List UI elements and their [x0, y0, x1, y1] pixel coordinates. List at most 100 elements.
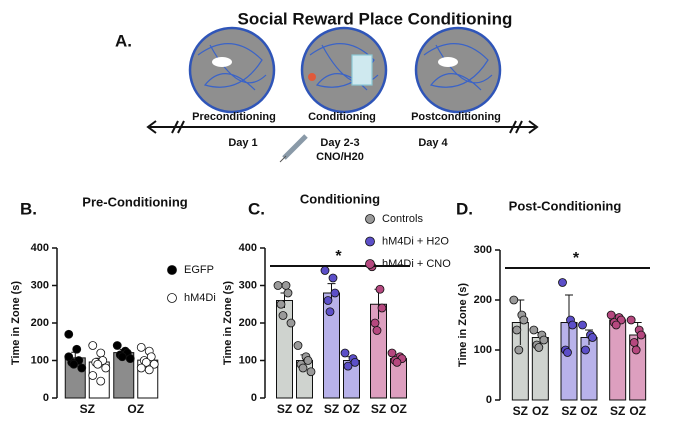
data-point	[343, 361, 353, 371]
y-axis-label: Time in Zone (s)	[457, 283, 469, 367]
data-point	[539, 335, 549, 345]
data-point	[101, 363, 111, 373]
legend-label: EGFP	[184, 264, 214, 276]
x-tick-label: OZ	[532, 404, 549, 418]
y-tick-label: 100	[239, 354, 257, 366]
x-tick-label: SZ	[371, 402, 386, 416]
data-point	[146, 352, 156, 362]
panel-label: C.	[248, 199, 265, 218]
data-point	[276, 299, 286, 309]
data-point	[558, 278, 567, 287]
data-point	[370, 318, 380, 328]
data-point	[323, 296, 333, 305]
timeline	[146, 120, 539, 134]
day-label: Day 4	[418, 137, 448, 149]
data-point	[88, 371, 98, 380]
data-point	[286, 318, 296, 328]
y-tick-label: 100	[474, 344, 492, 356]
panel-label: D.	[456, 199, 473, 218]
x-tick-label: SZ	[610, 404, 625, 418]
significance-label: *	[573, 250, 580, 267]
data-point	[519, 315, 529, 325]
y-tick-label: 300	[239, 279, 257, 291]
legend-label: hM4Di + CNO	[382, 258, 451, 270]
legend-marker	[365, 259, 375, 269]
y-tick-label: 400	[31, 242, 49, 254]
x-tick-label: OZ	[127, 402, 144, 416]
data-point	[117, 352, 127, 362]
x-tick-label: SZ	[324, 402, 339, 416]
data-point	[64, 352, 74, 362]
data-point	[568, 320, 577, 330]
y-tick-label: 100	[31, 354, 49, 366]
figure-title: Social Reward Place Conditioning	[238, 9, 513, 28]
x-tick-label: SZ	[80, 402, 95, 416]
data-point	[631, 345, 641, 355]
y-tick-label: 200	[474, 294, 492, 306]
data-point	[306, 367, 316, 377]
data-point	[278, 311, 288, 320]
syringe	[279, 134, 308, 163]
data-point	[375, 284, 385, 294]
data-point	[144, 365, 154, 375]
significance-label: *	[335, 248, 342, 265]
data-point	[340, 348, 350, 358]
data-point	[629, 338, 639, 347]
data-point	[372, 326, 382, 335]
data-point	[581, 345, 590, 355]
y-tick-label: 200	[239, 317, 257, 329]
data-point	[136, 363, 146, 373]
data-point	[606, 310, 616, 320]
x-tick-label: OZ	[629, 404, 646, 418]
chart-title: Conditioning	[300, 191, 380, 206]
y-axis-label: Time in Zone (s)	[222, 281, 234, 365]
data-point	[293, 341, 303, 350]
x-tick-label: OZ	[581, 404, 598, 418]
x-tick-label: OZ	[296, 402, 313, 416]
data-point	[387, 348, 397, 358]
data-point	[392, 357, 402, 367]
data-point	[283, 288, 293, 298]
data-point	[93, 359, 103, 369]
data-point	[578, 320, 587, 330]
y-tick-label: 0	[486, 394, 492, 406]
data-point	[377, 303, 387, 313]
data-point	[72, 344, 82, 354]
y-axis-label: Time in Zone (s)	[10, 281, 22, 365]
treatment-label: CNO/H20	[316, 151, 364, 163]
arena-illustrations	[188, 26, 502, 114]
panel-label: A.	[115, 31, 132, 50]
data-point	[529, 325, 539, 335]
data-point	[320, 266, 330, 275]
data-point	[136, 342, 146, 352]
data-point	[514, 345, 524, 355]
legend-label: hM4Di + H2O	[382, 235, 449, 247]
data-point	[77, 363, 87, 373]
legend-marker	[167, 265, 177, 275]
x-tick-label: OZ	[390, 402, 407, 416]
stage-label: Conditioning	[308, 111, 376, 123]
data-point	[273, 281, 283, 290]
data-point	[563, 348, 572, 357]
data-point	[512, 325, 522, 335]
data-point	[125, 354, 135, 364]
data-point	[328, 273, 338, 283]
data-point	[112, 341, 122, 350]
data-point	[88, 341, 98, 350]
data-point	[330, 288, 340, 298]
bar	[609, 319, 627, 401]
data-point	[626, 315, 636, 325]
legend-label: hM4Di	[184, 292, 216, 304]
data-point	[350, 357, 360, 367]
y-tick-label: 0	[43, 392, 49, 404]
data-point	[281, 281, 291, 290]
stage-label: Postconditioning	[411, 111, 501, 123]
legend-label: Controls	[382, 213, 423, 225]
stage-label: Preconditioning	[192, 111, 276, 123]
data-point	[64, 329, 74, 339]
chart-title: Post-Conditioning	[509, 198, 622, 213]
panel-label: B.	[20, 199, 37, 218]
data-point	[96, 376, 106, 386]
data-point	[141, 357, 151, 367]
